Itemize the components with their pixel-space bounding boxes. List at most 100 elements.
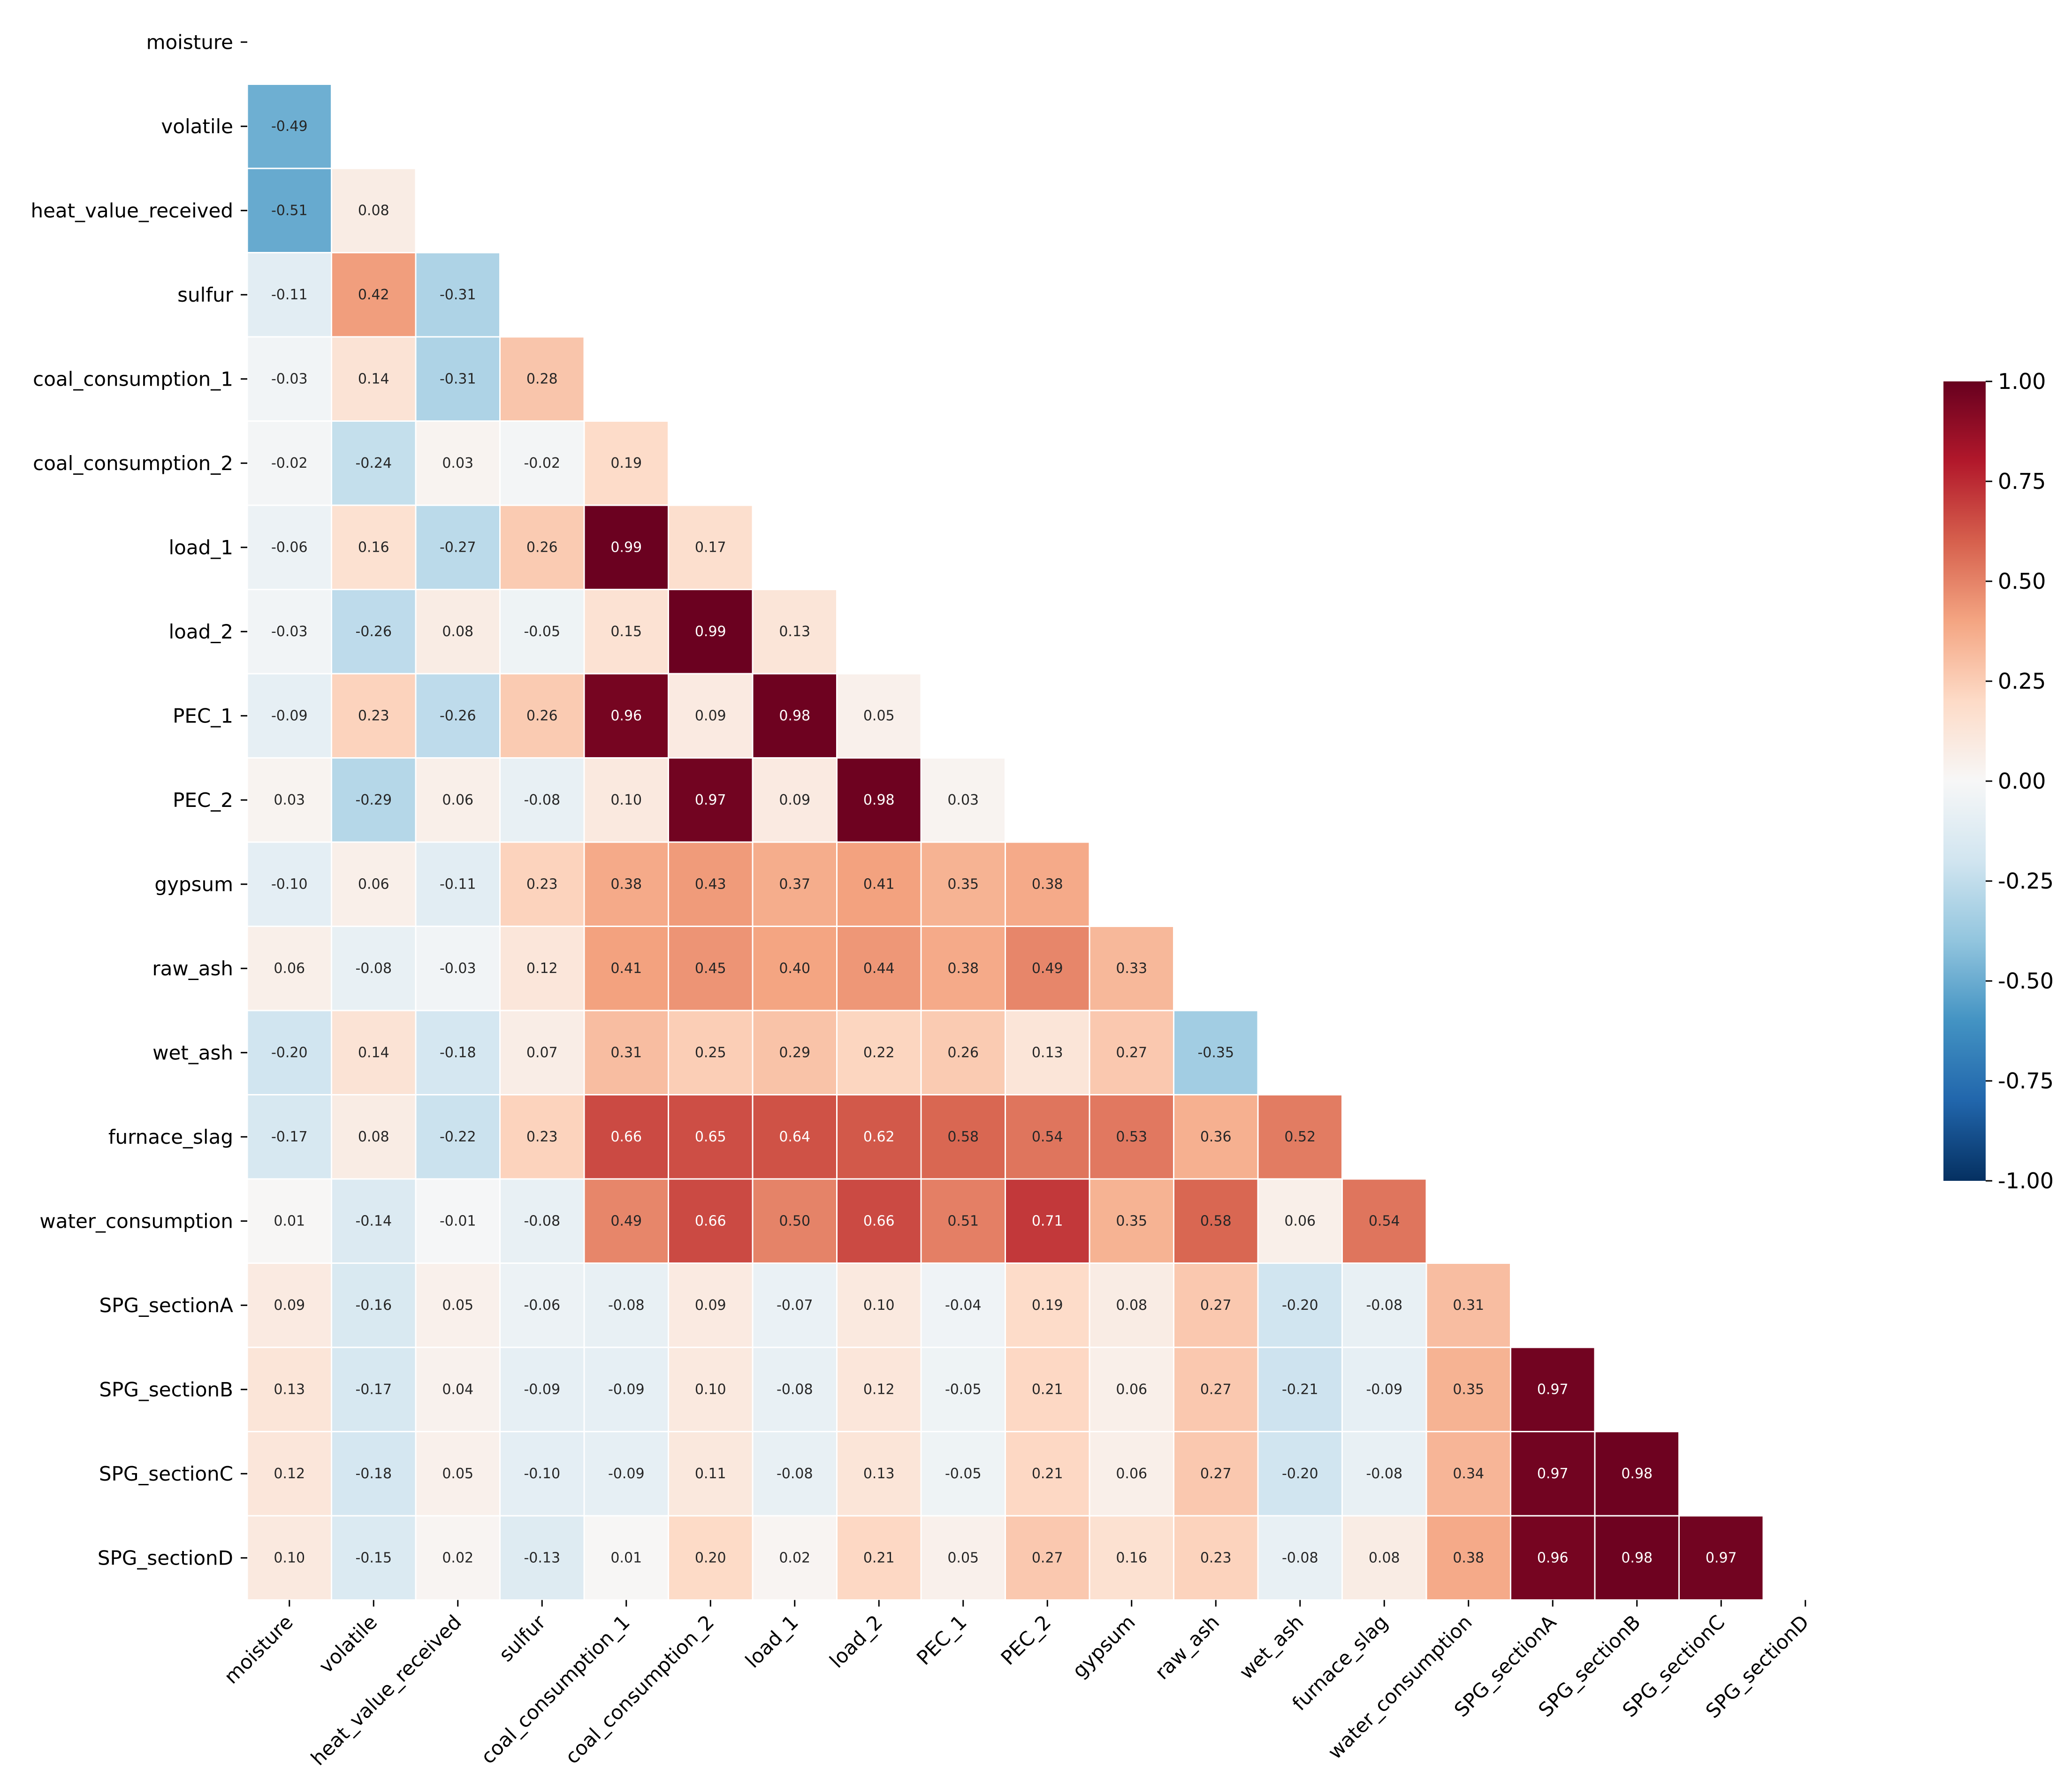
cell-value-label: 0.27	[1200, 1466, 1232, 1482]
heatmap-cell	[415, 1262, 501, 1348]
cell-value-label: 0.25	[695, 1044, 726, 1061]
heatmap-cell	[668, 926, 754, 1011]
cell-value-label: 0.58	[1200, 1213, 1232, 1229]
heatmap-cell	[331, 1262, 417, 1348]
heatmap-cell	[499, 1515, 585, 1601]
cell-value-label: 0.06	[1116, 1466, 1147, 1482]
cell-value-label: 0.12	[863, 1381, 895, 1398]
cell-value-label: -0.11	[271, 287, 308, 303]
cell-value-label: 0.23	[358, 707, 389, 724]
cell-value-label: -0.17	[271, 1129, 308, 1145]
heatmap-cell	[331, 1010, 417, 1095]
heatmap-cell	[752, 589, 838, 675]
cell-value-label: 0.66	[610, 1129, 642, 1145]
heatmap-cell	[331, 167, 417, 253]
cell-value-label: 0.06	[358, 876, 389, 892]
heatmap-cell	[920, 1094, 1006, 1180]
y-tick-label: coal_consumption_1	[33, 367, 233, 390]
heatmap-cell	[1257, 1515, 1343, 1601]
heatmap-cell	[583, 1262, 669, 1348]
heatmap-cell	[415, 757, 501, 843]
heatmap-cell	[583, 504, 669, 590]
cell-value-label: 0.21	[863, 1550, 895, 1566]
heatmap-cell	[752, 757, 838, 843]
y-tick-label: sulfur	[177, 283, 234, 306]
y-tick-label: SPG_sectionC	[99, 1462, 233, 1485]
heatmap-cell	[1341, 1515, 1427, 1601]
cell-value-label: 0.41	[863, 876, 895, 892]
heatmap-cell	[499, 841, 585, 927]
cell-value-label: 0.05	[442, 1466, 473, 1482]
cell-value-label: 0.49	[1032, 960, 1063, 977]
y-tick-label: furnace_slag	[108, 1125, 233, 1148]
x-tick-label: heat_value_received	[306, 1611, 466, 1770]
cell-value-label: 0.17	[695, 539, 726, 555]
heatmap-cell	[920, 926, 1006, 1011]
cell-value-label: -0.14	[355, 1213, 392, 1229]
heatmap-cell	[836, 1346, 922, 1432]
heatmap-cell	[415, 673, 501, 759]
x-tick-label: PEC_2	[997, 1611, 1056, 1670]
heatmap-cell	[920, 1346, 1006, 1432]
heatmap-cell	[1425, 1431, 1511, 1517]
heatmap-cell	[1005, 1010, 1090, 1095]
cell-value-label: 0.97	[1706, 1550, 1737, 1566]
cell-value-label: -0.26	[355, 623, 392, 640]
cell-value-label: -0.08	[524, 1213, 560, 1229]
cell-value-label: 0.13	[274, 1381, 305, 1398]
heatmap-cell	[668, 589, 754, 675]
cell-value-label: 0.52	[1284, 1129, 1316, 1145]
cell-value-label: -0.08	[524, 792, 560, 808]
heatmap-cell	[920, 841, 1006, 927]
heatmap-cell	[246, 673, 332, 759]
y-tick-label: wet_ash	[152, 1041, 233, 1064]
cell-value-label: 0.38	[1453, 1550, 1484, 1566]
cell-value-label: 0.64	[779, 1129, 810, 1145]
heatmap-cell	[499, 757, 585, 843]
heatmap-cell	[1089, 1178, 1174, 1264]
cell-value-label: 0.06	[442, 792, 473, 808]
cell-value-label: 0.06	[1116, 1381, 1147, 1398]
heatmap-cell	[583, 1094, 669, 1180]
cell-value-label: 0.05	[947, 1550, 979, 1566]
heatmap-cell	[499, 420, 585, 506]
heatmap-cell	[836, 1010, 922, 1095]
heatmap-cell	[415, 1346, 501, 1432]
cell-value-label: -0.09	[524, 1381, 560, 1398]
cell-value-label: 0.35	[1116, 1213, 1147, 1229]
cell-value-label: 0.26	[526, 539, 558, 555]
cell-value-label: 0.66	[695, 1213, 726, 1229]
heatmap-cell	[415, 841, 501, 927]
x-tick-label: load_2	[825, 1611, 887, 1672]
heatmap-cell	[1425, 1262, 1511, 1348]
cell-value-label: 0.96	[1537, 1550, 1569, 1566]
cell-value-label: 0.12	[274, 1466, 305, 1482]
heatmap-cell	[836, 1515, 922, 1601]
heatmap-cell	[1341, 1178, 1427, 1264]
cell-value-label: 0.14	[358, 1044, 389, 1061]
cell-value-label: 0.08	[358, 202, 389, 219]
cell-value-label: 0.99	[610, 539, 642, 555]
cell-value-label: 0.54	[1369, 1213, 1400, 1229]
cell-value-label: 0.08	[1369, 1550, 1400, 1566]
cell-value-label: 0.13	[1032, 1044, 1063, 1061]
cell-value-label: 0.27	[1032, 1550, 1063, 1566]
heatmap-cell	[752, 1178, 838, 1264]
y-tick-label: moisture	[146, 30, 233, 53]
cell-value-label: -0.08	[608, 1297, 645, 1314]
cell-value-label: 0.26	[526, 707, 558, 724]
y-tick-label: SPG_sectionD	[98, 1546, 233, 1569]
heatmap-cell	[668, 504, 754, 590]
cell-value-label: -0.05	[524, 623, 560, 640]
x-tick-label: sulfur	[495, 1610, 550, 1666]
cell-value-label: -0.31	[440, 371, 476, 387]
cell-value-label: 0.13	[863, 1466, 895, 1482]
y-tick-label: load_1	[169, 536, 233, 559]
heatmap-cell	[246, 1094, 332, 1180]
heatmap-cell	[331, 420, 417, 506]
cell-value-label: 0.03	[442, 455, 473, 471]
heatmap-cell	[1173, 1178, 1259, 1264]
heatmap-cell	[836, 841, 922, 927]
